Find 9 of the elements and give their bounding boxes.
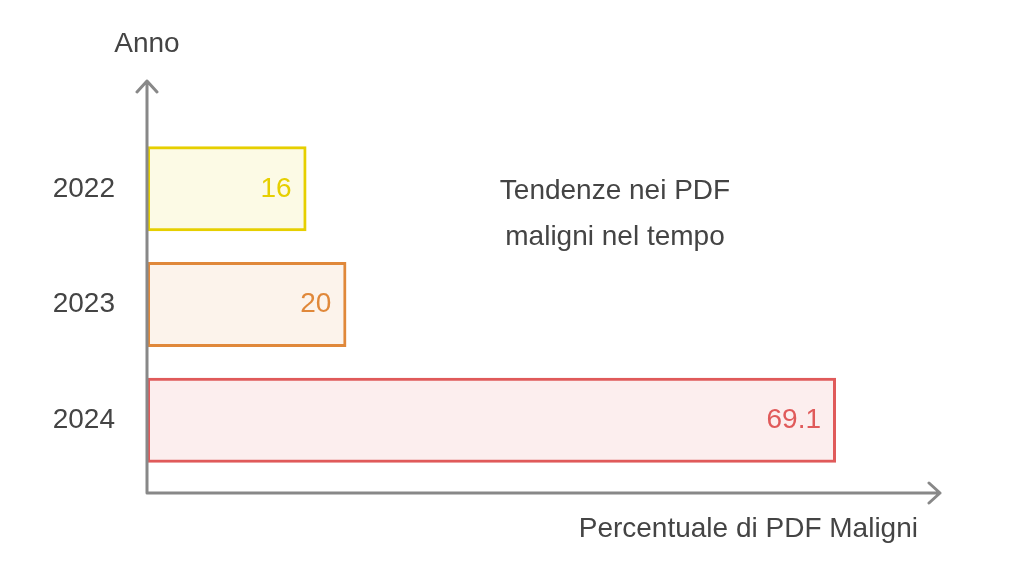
y-axis-title: Anno: [113, 26, 181, 60]
x-axis-title: Percentuale di PDF Maligni: [578, 511, 918, 545]
y-tick-label: 2023: [52, 287, 115, 319]
data-label: 20: [300, 287, 332, 319]
text: Tendenze nei PDF maligni nel tempo: [498, 173, 732, 253]
y-tick-label: 2022: [52, 171, 115, 203]
data-label: 69.1: [766, 402, 821, 434]
data-label: 16: [260, 171, 292, 203]
y-tick-label: 2024: [52, 402, 115, 434]
